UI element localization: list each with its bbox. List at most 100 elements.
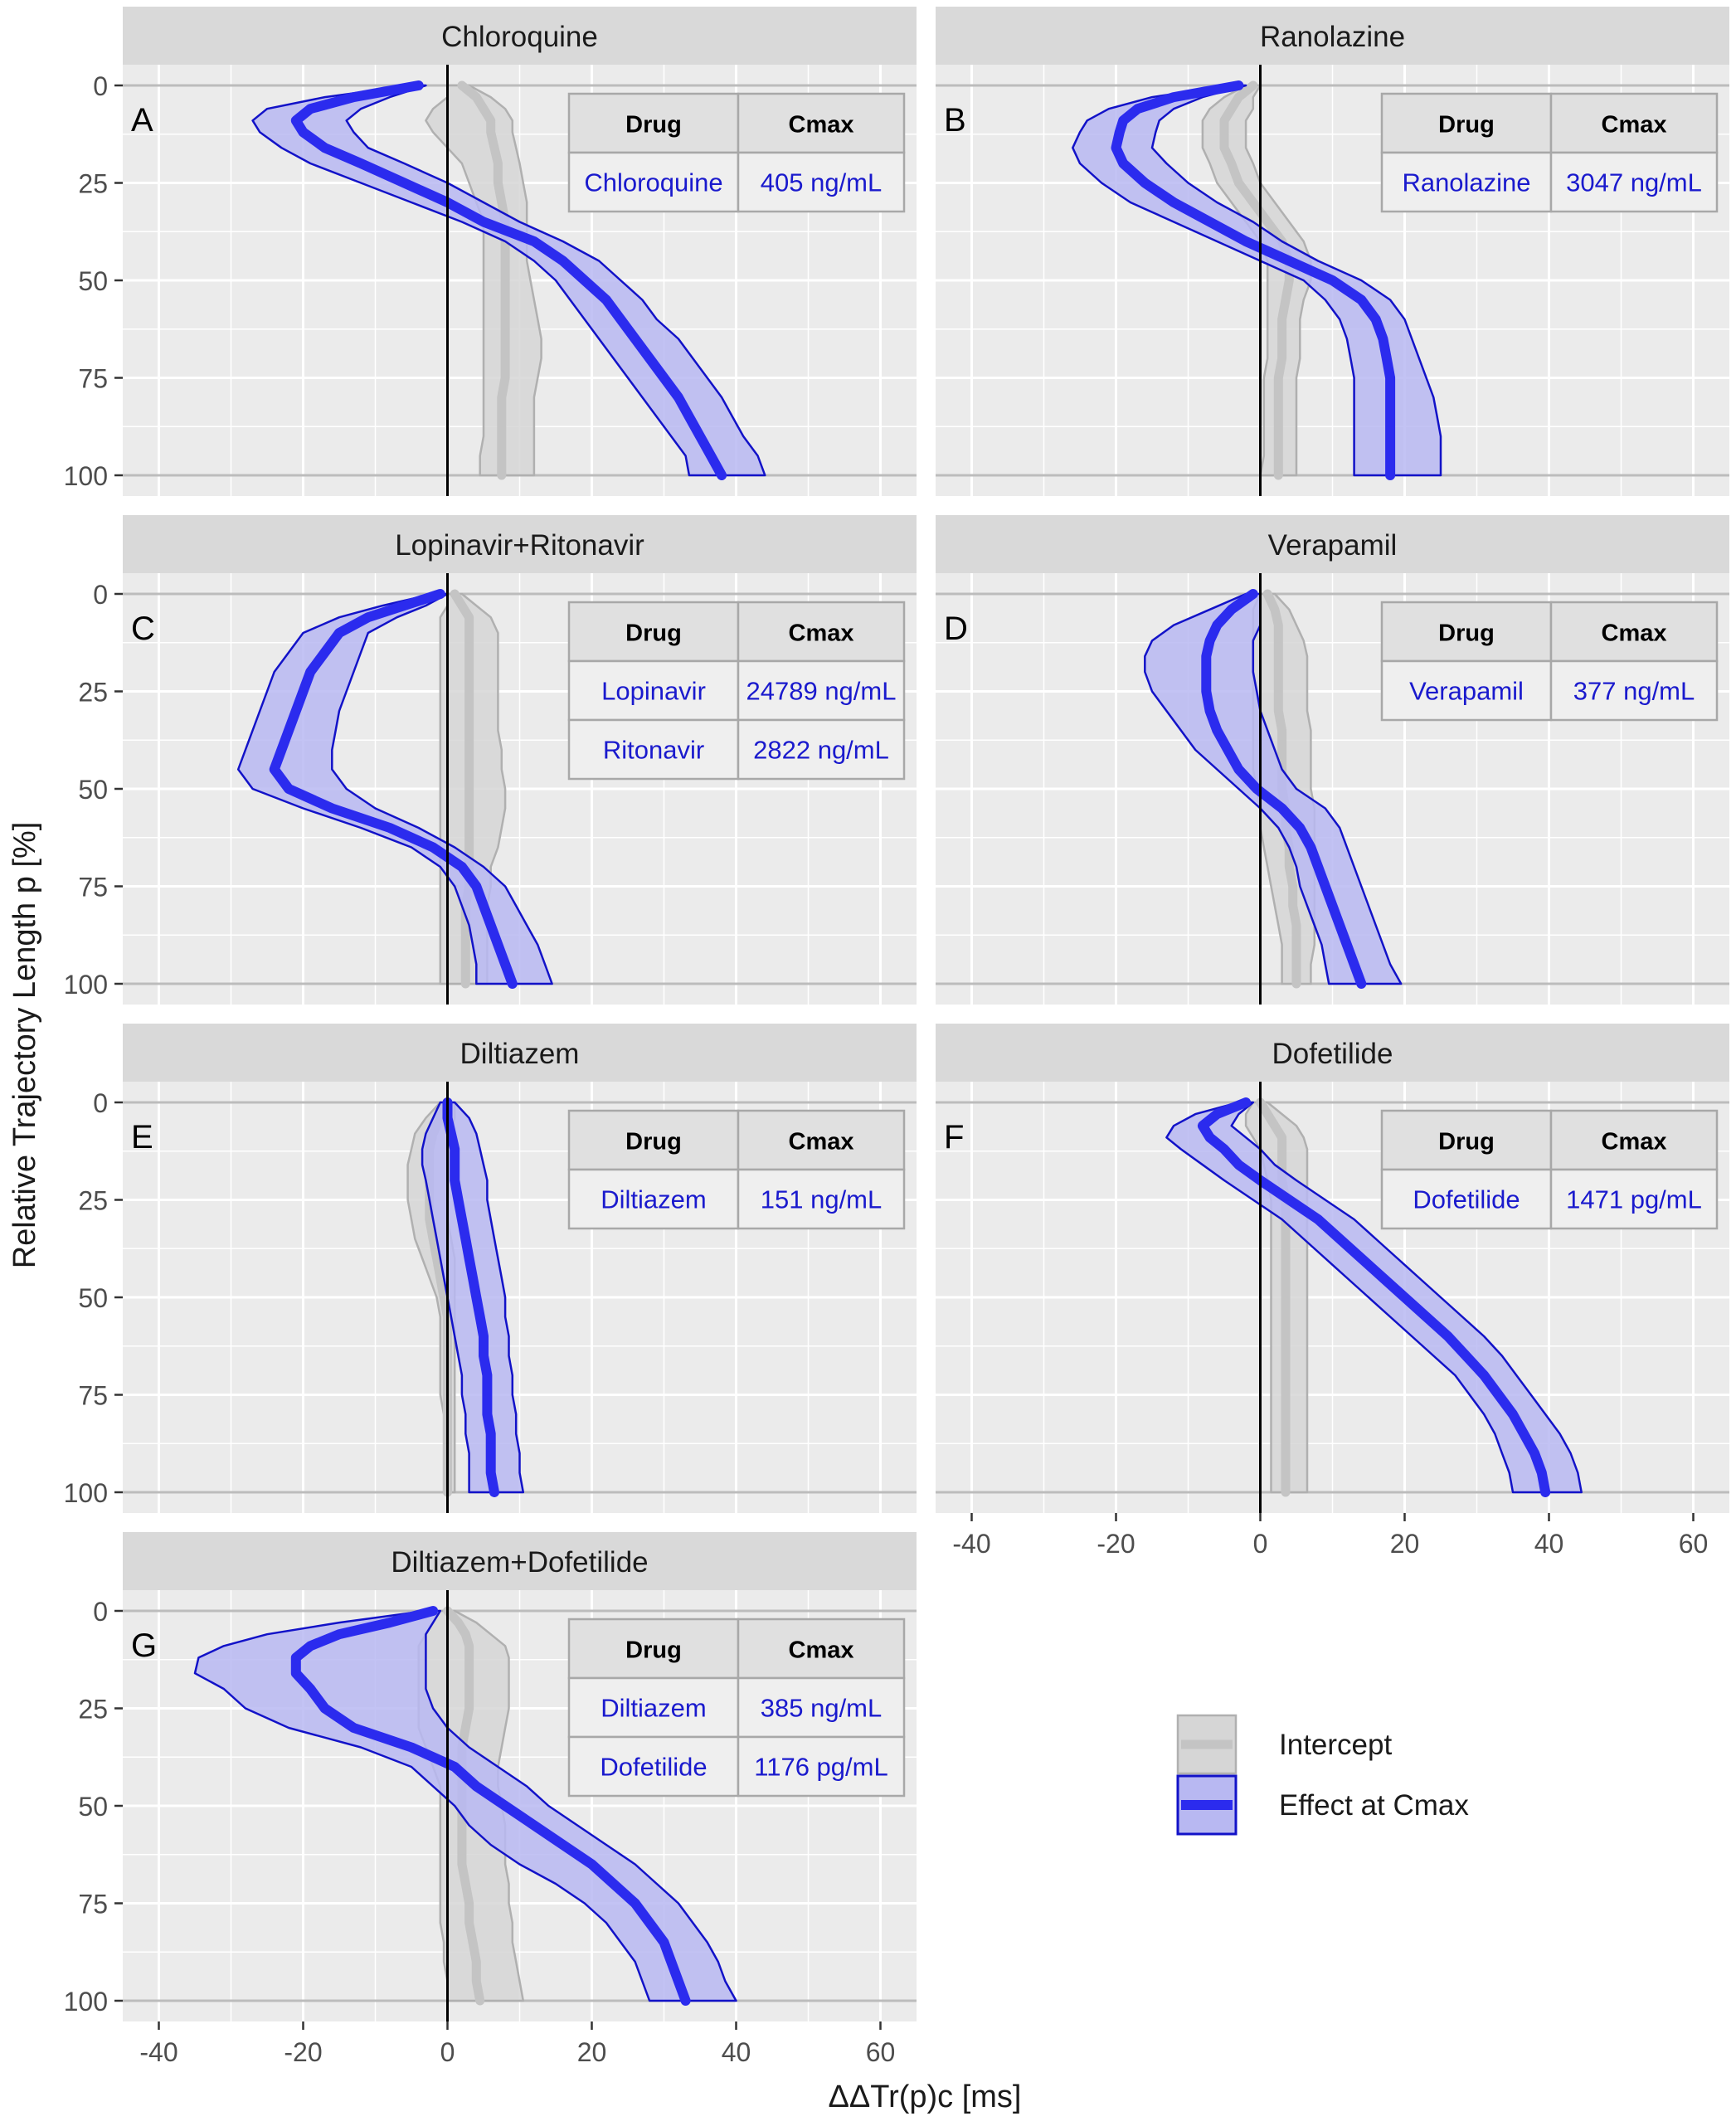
y-tick-label: 75 xyxy=(78,1381,108,1411)
table-cmax-value: 1471 pg/mL xyxy=(1566,1185,1702,1214)
effect-line xyxy=(290,80,727,480)
table-header-cell xyxy=(737,92,906,154)
y-tick-label: 100 xyxy=(64,1478,108,1508)
table-drug-name: Verapamil xyxy=(1409,677,1524,706)
table-cell xyxy=(567,659,740,722)
panel-title: Dofetilide xyxy=(1272,1038,1393,1070)
panel-strip xyxy=(936,515,1729,573)
panel-e: Diltiazem E Drug Cmax Diltiazem 151 ng/mL 0 25 5… xyxy=(64,1024,917,1513)
panel-title: Diltiazem xyxy=(460,1038,580,1070)
table-cmax-value: 24789 ng/mL xyxy=(746,677,897,706)
effect-line xyxy=(442,1097,499,1497)
table-drug-name: Ranolazine xyxy=(1402,168,1530,197)
drug-table: Drug Cmax Diltiazem 151 ng/mL xyxy=(567,1109,906,1230)
intercept-ribbon xyxy=(1201,84,1312,477)
panel-strip xyxy=(936,1024,1729,1082)
table-cell xyxy=(1380,659,1553,722)
panel-letter: E xyxy=(131,1119,153,1155)
panel-a: Chloroquine A Drug Cmax Chloroquine 405 ng/mL… xyxy=(64,7,917,496)
legend: Intercept Effect at Cmax xyxy=(1176,1714,1469,1836)
y-tick-label: 50 xyxy=(78,775,108,805)
table-header-text: Cmax xyxy=(789,620,854,647)
table-header-cell xyxy=(737,1618,906,1680)
y-tick-label: 25 xyxy=(78,1695,108,1725)
panel-title: Verapamil xyxy=(1268,529,1398,562)
y-axis-title: Relative Trajectory Length p [%] xyxy=(7,822,42,1269)
table-cell xyxy=(737,151,906,213)
panel-strip xyxy=(123,515,917,573)
panel-b: Ranolazine B Drug Cmax Ranolazine 3047 ng/mL xyxy=(936,7,1729,496)
table-header-text: Cmax xyxy=(789,1129,854,1155)
table-header-cell xyxy=(1549,92,1719,154)
table-drug-name: Diltiazem xyxy=(601,1694,706,1723)
table-header-text: Cmax xyxy=(1602,620,1667,647)
y-tick-label: 50 xyxy=(78,1792,108,1822)
panel-strip xyxy=(123,1024,917,1082)
legend-item-effect: Effect at Cmax xyxy=(1176,1774,1469,1836)
table-cell xyxy=(1549,151,1719,213)
drug-table: Drug Cmax Verapamil 377 ng/mL xyxy=(1380,601,1719,722)
x-tick-label: -40 xyxy=(952,1529,990,1559)
y-tick-label: 75 xyxy=(78,364,108,394)
y-tick-label: 100 xyxy=(64,970,108,1000)
table-cell xyxy=(567,1735,740,1798)
table-cell xyxy=(737,1676,906,1739)
table-cell xyxy=(567,1168,740,1230)
y-tick-label: 0 xyxy=(93,580,108,610)
drug-table: Drug Cmax Diltiazem 385 ng/mL Dofetilide 1176… xyxy=(567,1618,906,1798)
panel-letter: A xyxy=(131,102,153,139)
table-cmax-value: 2822 ng/mL xyxy=(753,736,889,765)
panel-title: Lopinavir+Ritonavir xyxy=(395,529,644,562)
x-tick-label: -20 xyxy=(284,2037,322,2067)
y-tick-label: 50 xyxy=(78,1283,108,1313)
x-tick-label: 40 xyxy=(1534,1529,1564,1559)
table-header-cell xyxy=(737,1109,906,1171)
y-tick-label: 25 xyxy=(78,678,108,708)
x-axis-title: ΔΔTr(p)c [ms] xyxy=(829,2080,1022,2114)
x-tick-label: 40 xyxy=(722,2037,751,2067)
intercept-ribbon xyxy=(425,84,542,477)
table-header-text: Drug xyxy=(625,1637,682,1664)
table-header-text: Drug xyxy=(1438,620,1495,647)
panel-d: Verapamil D Drug Cmax Verapamil 377 ng/mL xyxy=(936,515,1729,1005)
panel-letter: B xyxy=(944,102,966,139)
panel-title: Diltiazem+Dofetilide xyxy=(391,1546,648,1579)
table-drug-name: Diltiazem xyxy=(601,1185,706,1214)
table-header-text: Cmax xyxy=(789,112,854,139)
panel-title: Ranolazine xyxy=(1260,21,1405,53)
table-drug-name: Dofetilide xyxy=(600,1753,707,1782)
table-header-text: Cmax xyxy=(1602,1129,1667,1155)
y-tick-label: 25 xyxy=(78,1186,108,1216)
panel-strip xyxy=(123,1532,917,1590)
table-header-text: Drug xyxy=(625,1129,682,1155)
table-cmax-value: 385 ng/mL xyxy=(761,1694,883,1723)
x-tick-label: 0 xyxy=(440,2037,455,2067)
drug-table: Drug Cmax Ranolazine 3047 ng/mL xyxy=(1380,92,1719,213)
x-tick-label: -40 xyxy=(139,2037,177,2067)
y-tick-label: 100 xyxy=(64,461,108,491)
panel-title: Chloroquine xyxy=(441,21,598,53)
table-cell xyxy=(737,1735,906,1798)
panels-group: Chloroquine A Drug Cmax Chloroquine 405 ng/mL… xyxy=(64,7,1729,2067)
effect-line xyxy=(290,1606,691,2006)
panel-f: Dofetilide F Drug Cmax Dofetilide 1471 pg/mL -… xyxy=(936,1024,1729,1559)
drug-table: Drug Cmax Chloroquine 405 ng/mL xyxy=(567,92,906,213)
panel-letter: C xyxy=(131,611,155,647)
table-drug-name: Chloroquine xyxy=(584,168,722,197)
table-drug-name: Lopinavir xyxy=(601,677,706,706)
table-header-cell xyxy=(1549,1109,1719,1171)
table-header-text: Drug xyxy=(625,620,682,647)
table-cell xyxy=(1549,1168,1719,1230)
panel-g: Diltiazem+Dofetilide G Drug Cmax Diltiazem 38… xyxy=(64,1532,917,2067)
legend-item-intercept: Intercept xyxy=(1176,1714,1392,1775)
table-cell xyxy=(737,1168,906,1230)
y-tick-label: 75 xyxy=(78,873,108,902)
x-tick-label: 0 xyxy=(1253,1529,1268,1559)
table-header-cell xyxy=(1549,601,1719,663)
table-cell xyxy=(1549,659,1719,722)
intercept-line xyxy=(457,80,510,480)
table-header-text: Cmax xyxy=(1602,112,1667,139)
table-header-cell xyxy=(737,601,906,663)
table-header-cell xyxy=(1380,92,1553,154)
